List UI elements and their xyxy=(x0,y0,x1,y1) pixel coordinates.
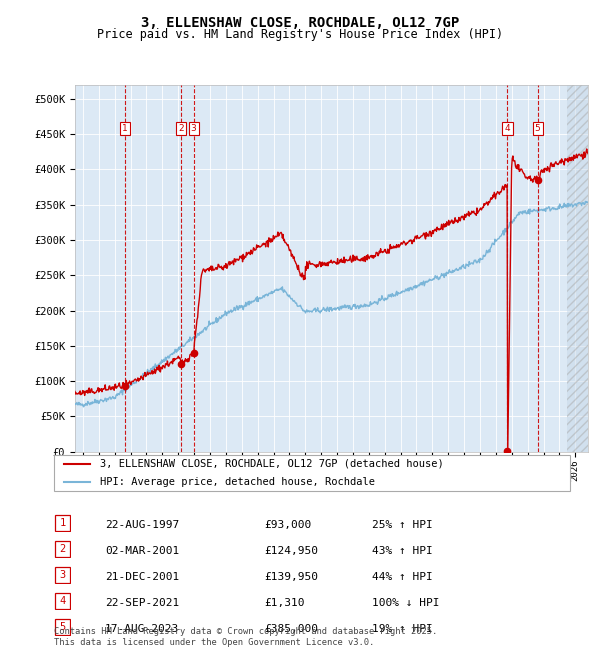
Text: 17-AUG-2023: 17-AUG-2023 xyxy=(105,623,179,634)
Text: HPI: Average price, detached house, Rochdale: HPI: Average price, detached house, Roch… xyxy=(100,477,376,487)
Text: 5: 5 xyxy=(535,124,541,133)
Text: 25% ↑ HPI: 25% ↑ HPI xyxy=(372,519,433,530)
Text: 5: 5 xyxy=(59,622,65,632)
Text: 43% ↑ HPI: 43% ↑ HPI xyxy=(372,545,433,556)
Text: 2: 2 xyxy=(59,544,65,554)
Text: 19% ↑ HPI: 19% ↑ HPI xyxy=(372,623,433,634)
Text: £93,000: £93,000 xyxy=(264,519,311,530)
Text: 1: 1 xyxy=(59,518,65,528)
Text: 3, ELLENSHAW CLOSE, ROCHDALE, OL12 7GP (detached house): 3, ELLENSHAW CLOSE, ROCHDALE, OL12 7GP (… xyxy=(100,459,444,469)
Text: Contains HM Land Registry data © Crown copyright and database right 2025.
This d: Contains HM Land Registry data © Crown c… xyxy=(54,627,437,647)
Text: 3, ELLENSHAW CLOSE, ROCHDALE, OL12 7GP: 3, ELLENSHAW CLOSE, ROCHDALE, OL12 7GP xyxy=(141,16,459,31)
Text: 4: 4 xyxy=(59,596,65,606)
Text: 100% ↓ HPI: 100% ↓ HPI xyxy=(372,597,439,608)
Text: 22-AUG-1997: 22-AUG-1997 xyxy=(105,519,179,530)
Text: 4: 4 xyxy=(505,124,510,133)
Text: 3: 3 xyxy=(59,570,65,580)
Text: £139,950: £139,950 xyxy=(264,571,318,582)
Text: 2: 2 xyxy=(178,124,184,133)
Text: 21-DEC-2001: 21-DEC-2001 xyxy=(105,571,179,582)
Text: £385,000: £385,000 xyxy=(264,623,318,634)
Text: Price paid vs. HM Land Registry's House Price Index (HPI): Price paid vs. HM Land Registry's House … xyxy=(97,28,503,41)
Bar xyxy=(568,84,588,452)
Text: 22-SEP-2021: 22-SEP-2021 xyxy=(105,597,179,608)
Text: £1,310: £1,310 xyxy=(264,597,305,608)
Text: 02-MAR-2001: 02-MAR-2001 xyxy=(105,545,179,556)
Text: 3: 3 xyxy=(191,124,197,133)
Text: £124,950: £124,950 xyxy=(264,545,318,556)
Text: 44% ↑ HPI: 44% ↑ HPI xyxy=(372,571,433,582)
Text: 1: 1 xyxy=(122,124,128,133)
